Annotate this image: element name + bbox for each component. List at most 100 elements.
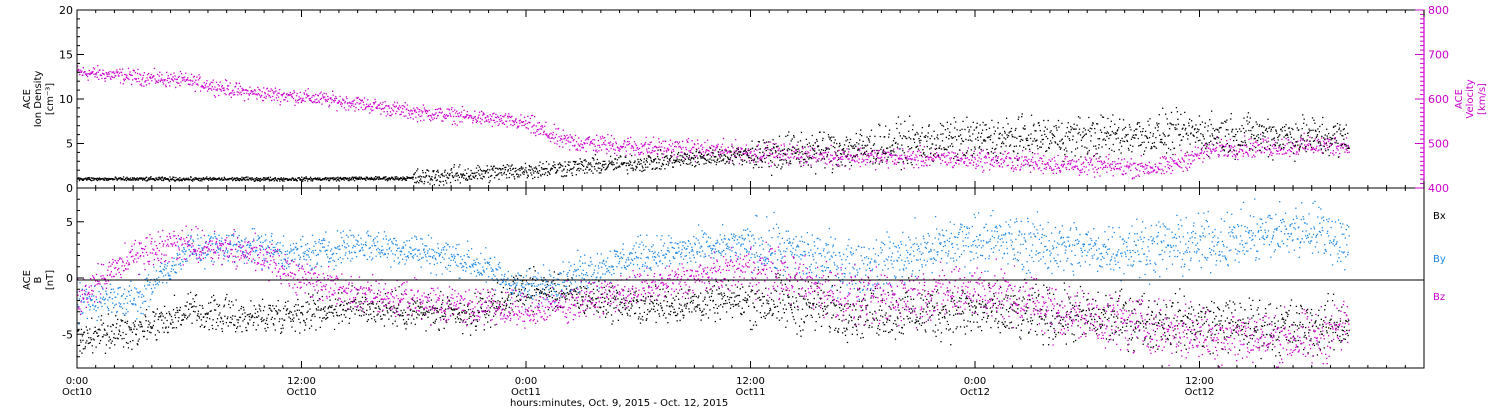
- density-point: [791, 138, 793, 140]
- density-point: [1058, 146, 1061, 148]
- velocity-point: [457, 113, 459, 115]
- density-point: [537, 172, 540, 174]
- density-point: [1015, 127, 1017, 130]
- velocity-point: [782, 149, 785, 151]
- density-point: [1154, 127, 1157, 129]
- density-point: [405, 179, 408, 181]
- density-point: [158, 176, 160, 178]
- density-point: [1021, 113, 1023, 115]
- density-point: [93, 179, 95, 181]
- velocity-point: [549, 140, 552, 143]
- velocity-point: [842, 158, 844, 161]
- velocity-point: [598, 144, 601, 147]
- density-point: [259, 177, 262, 180]
- density-point: [1257, 139, 1259, 142]
- density-point: [900, 123, 902, 125]
- density-point: [1278, 135, 1280, 137]
- velocity-point: [455, 115, 457, 118]
- velocity-point: [1221, 149, 1224, 151]
- density-point: [496, 174, 499, 176]
- velocity-point: [567, 136, 570, 138]
- density-point: [971, 140, 973, 142]
- density-point: [1009, 131, 1011, 133]
- density-point: [734, 156, 737, 158]
- density-point: [1105, 132, 1108, 135]
- density-point: [1079, 117, 1081, 119]
- velocity-point: [206, 80, 208, 82]
- density-point: [1082, 131, 1084, 133]
- velocity-point: [452, 115, 455, 118]
- density-point: [1136, 123, 1138, 125]
- density-point: [1112, 114, 1114, 116]
- density-point: [1089, 127, 1091, 129]
- density-point: [1256, 123, 1258, 125]
- density-point: [1007, 123, 1009, 125]
- density-point: [592, 172, 594, 174]
- velocity-point: [1041, 163, 1043, 165]
- density-point: [541, 173, 544, 175]
- velocity-point: [1293, 153, 1295, 155]
- velocity-point: [540, 128, 543, 130]
- velocity-point: [1082, 161, 1085, 163]
- density-point: [1347, 132, 1349, 135]
- density-point: [831, 171, 833, 174]
- velocity-point: [634, 143, 637, 145]
- velocity-point: [409, 116, 412, 119]
- velocity-point: [912, 150, 914, 153]
- density-point: [200, 178, 203, 180]
- density-point: [973, 129, 975, 131]
- density-point: [746, 154, 748, 156]
- density-point: [1000, 152, 1002, 154]
- velocity-point: [1191, 151, 1193, 153]
- velocity-point: [573, 145, 576, 147]
- velocity-point: [971, 159, 973, 161]
- velocity-point: [357, 108, 360, 111]
- velocity-point: [279, 104, 281, 106]
- velocity-point: [981, 150, 983, 152]
- density-point: [301, 176, 303, 178]
- density-point: [933, 138, 936, 140]
- density-point: [1061, 138, 1064, 140]
- velocity-point: [809, 149, 812, 151]
- velocity-point: [552, 131, 554, 134]
- velocity-point: [388, 105, 390, 107]
- velocity-point: [1289, 150, 1291, 152]
- velocity-point: [688, 156, 691, 158]
- density-point: [879, 135, 881, 138]
- density-point: [217, 177, 220, 180]
- velocity-point: [152, 76, 154, 78]
- density-point: [203, 178, 205, 180]
- density-point: [1186, 132, 1188, 134]
- density-point: [1049, 140, 1052, 142]
- density-point: [1337, 142, 1339, 144]
- density-point: [1242, 127, 1245, 130]
- velocity-point: [616, 154, 618, 156]
- density-point: [1152, 135, 1154, 137]
- velocity-point: [1279, 146, 1281, 148]
- velocity-point: [1107, 162, 1109, 165]
- density-point: [1009, 144, 1012, 146]
- velocity-point: [673, 154, 675, 156]
- density-point: [501, 174, 503, 176]
- density-point: [890, 152, 892, 154]
- density-point: [105, 179, 108, 181]
- density-point: [419, 175, 421, 177]
- density-point: [964, 155, 967, 157]
- velocity-point: [448, 109, 450, 111]
- velocity-point: [893, 163, 895, 165]
- velocity-point: [289, 94, 291, 96]
- velocity-point: [1001, 158, 1003, 160]
- density-point: [344, 177, 346, 180]
- velocity-point: [380, 113, 382, 115]
- density-point: [748, 149, 750, 152]
- density-point: [994, 148, 996, 151]
- density-point: [287, 179, 290, 182]
- density-point: [676, 159, 678, 162]
- velocity-point: [1210, 150, 1212, 152]
- density-point: [235, 179, 238, 181]
- velocity-point: [477, 116, 480, 118]
- density-point: [78, 177, 80, 179]
- velocity-point: [1060, 164, 1062, 167]
- density-point: [1307, 134, 1309, 137]
- density-point: [458, 176, 460, 178]
